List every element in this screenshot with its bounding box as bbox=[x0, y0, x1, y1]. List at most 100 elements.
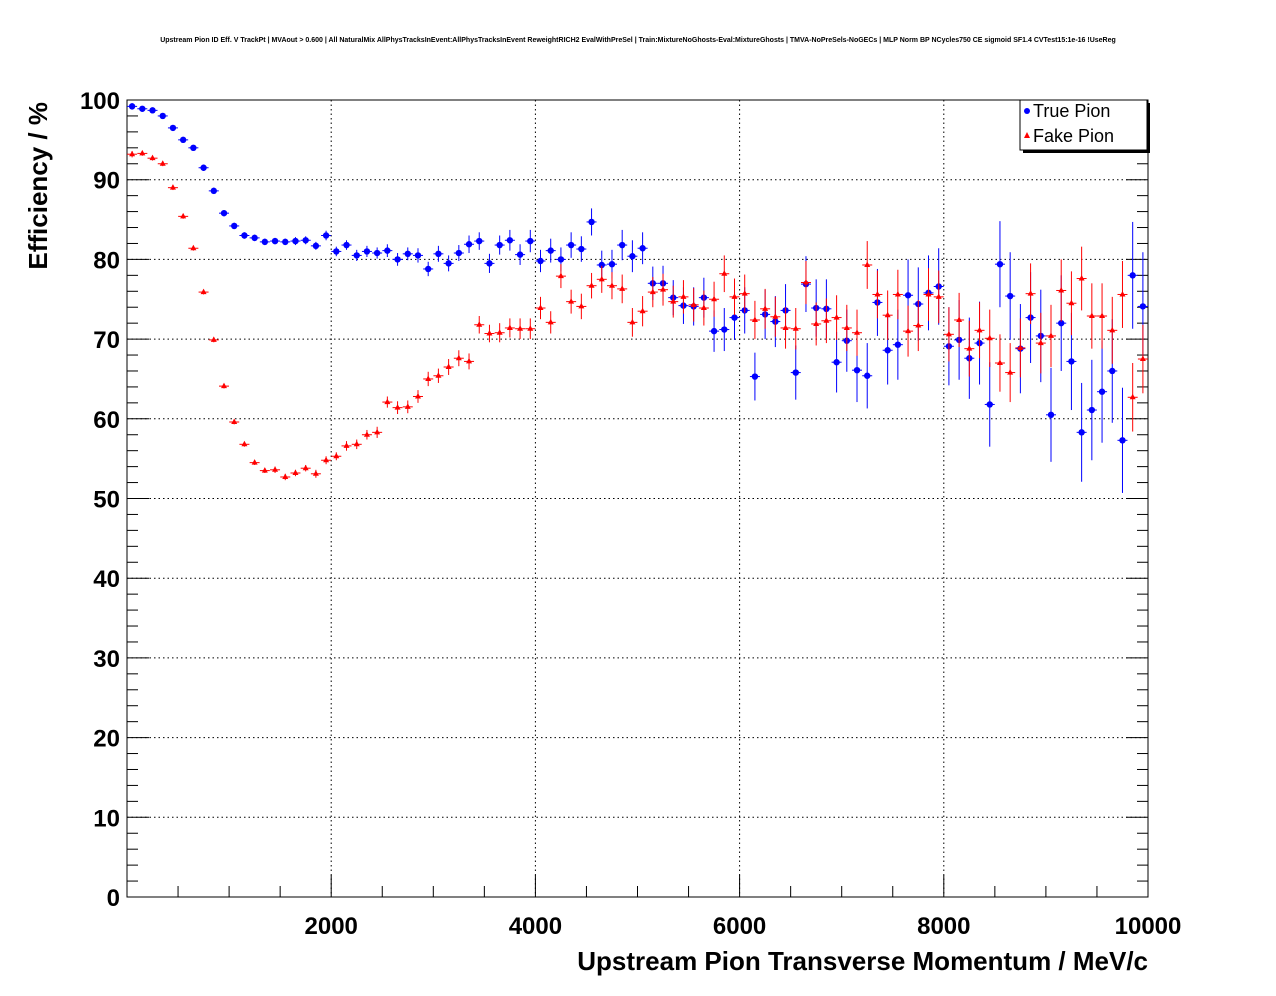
point-marker bbox=[588, 218, 595, 226]
point-marker bbox=[394, 404, 401, 410]
point-marker bbox=[996, 359, 1003, 366]
data-point bbox=[994, 334, 1005, 392]
data-point bbox=[178, 212, 189, 219]
point-marker bbox=[149, 107, 156, 114]
data-point bbox=[453, 245, 464, 261]
data-point bbox=[841, 304, 852, 352]
data-point bbox=[127, 103, 138, 110]
data-point bbox=[698, 290, 709, 326]
data-point bbox=[249, 459, 260, 466]
data-point bbox=[178, 136, 189, 144]
point-marker bbox=[854, 329, 861, 335]
data-point bbox=[525, 318, 536, 340]
point-marker bbox=[618, 241, 626, 249]
point-marker bbox=[894, 341, 902, 348]
data-point bbox=[321, 230, 332, 241]
data-point bbox=[270, 237, 281, 245]
point-marker bbox=[159, 112, 166, 120]
data-point bbox=[739, 274, 750, 313]
y-tick-label: 20 bbox=[93, 726, 120, 753]
point-marker bbox=[200, 288, 207, 295]
legend-entry-1: True Pion bbox=[1033, 101, 1110, 121]
point-marker bbox=[670, 298, 677, 304]
point-marker bbox=[894, 290, 901, 297]
point-marker bbox=[1006, 292, 1014, 300]
point-marker bbox=[394, 256, 401, 263]
data-point bbox=[749, 352, 760, 401]
point-marker bbox=[312, 242, 320, 250]
data-point bbox=[688, 288, 699, 322]
point-marker bbox=[1119, 290, 1126, 297]
point-marker bbox=[884, 311, 891, 318]
point-marker bbox=[496, 329, 503, 335]
data-point bbox=[852, 309, 863, 356]
point-marker bbox=[414, 252, 422, 259]
data-point bbox=[790, 308, 801, 350]
data-point bbox=[290, 237, 301, 246]
point-marker bbox=[721, 270, 728, 276]
data-point bbox=[586, 272, 597, 299]
point-marker bbox=[751, 316, 758, 322]
point-marker bbox=[813, 320, 820, 326]
point-marker bbox=[139, 149, 146, 156]
point-marker bbox=[874, 290, 881, 297]
point-marker bbox=[476, 237, 483, 245]
data-point bbox=[770, 296, 781, 337]
data-point bbox=[800, 260, 811, 305]
data-point bbox=[218, 209, 229, 217]
point-marker bbox=[282, 238, 289, 246]
data-point bbox=[892, 269, 903, 320]
data-point bbox=[494, 235, 505, 255]
point-marker bbox=[1068, 358, 1075, 365]
data-point bbox=[984, 362, 995, 447]
data-point bbox=[208, 336, 219, 343]
point-marker bbox=[1129, 393, 1136, 400]
data-point bbox=[464, 353, 475, 370]
point-marker bbox=[139, 105, 146, 112]
point-marker bbox=[905, 327, 912, 334]
point-marker bbox=[680, 293, 687, 299]
point-marker bbox=[220, 382, 227, 389]
data-point bbox=[545, 238, 556, 263]
y-tick-label: 40 bbox=[93, 566, 120, 593]
data-point bbox=[137, 149, 148, 156]
point-marker bbox=[292, 469, 299, 475]
data-point bbox=[280, 473, 291, 481]
data-point bbox=[627, 308, 638, 337]
data-point bbox=[1046, 304, 1057, 367]
data-point bbox=[494, 323, 505, 343]
data-point bbox=[137, 105, 148, 112]
data-point bbox=[617, 229, 628, 261]
point-marker bbox=[629, 318, 636, 325]
point-marker bbox=[179, 136, 187, 144]
data-point bbox=[729, 278, 740, 316]
point-marker bbox=[986, 334, 993, 341]
point-marker bbox=[190, 144, 197, 152]
point-marker bbox=[751, 373, 759, 380]
data-point bbox=[402, 400, 413, 414]
point-marker bbox=[506, 324, 513, 330]
point-marker bbox=[517, 325, 524, 331]
point-marker bbox=[976, 326, 983, 333]
point-marker bbox=[251, 234, 258, 242]
data-point bbox=[780, 307, 791, 349]
point-marker bbox=[1119, 437, 1126, 444]
point-marker bbox=[802, 279, 809, 285]
data-point bbox=[892, 309, 903, 380]
point-marker bbox=[1058, 286, 1065, 293]
data-point bbox=[341, 240, 352, 250]
point-marker bbox=[373, 249, 381, 257]
point-marker bbox=[782, 324, 789, 330]
point-marker bbox=[537, 257, 544, 265]
x-tick-label: 10000 bbox=[1115, 913, 1182, 940]
data-point bbox=[1076, 382, 1087, 482]
data-point bbox=[943, 307, 954, 362]
data-point bbox=[147, 154, 158, 161]
data-point bbox=[617, 274, 628, 304]
data-point bbox=[1076, 246, 1087, 311]
point-marker bbox=[333, 248, 340, 255]
point-marker bbox=[568, 298, 575, 304]
point-marker bbox=[833, 314, 840, 320]
y-tick-label: 0 bbox=[107, 885, 120, 912]
data-point bbox=[637, 232, 648, 265]
